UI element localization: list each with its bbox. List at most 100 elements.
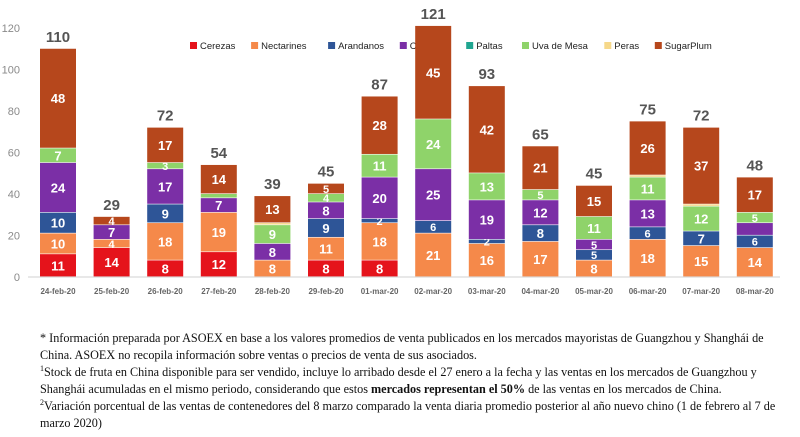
segment-value-label: 12 (212, 257, 226, 272)
segment-value-label: 21 (533, 161, 547, 176)
legend-label: Peras (614, 41, 639, 52)
bar-segment (576, 250, 612, 260)
segment-value-label: 16 (480, 253, 494, 268)
legend-swatch (522, 42, 529, 49)
segment-value-label: 24 (51, 180, 66, 195)
x-tick-label: 01-mar-20 (361, 287, 399, 296)
segment-value-label: 18 (640, 251, 654, 266)
x-tick-label: 04-mar-20 (521, 287, 559, 296)
segment-value-label: 42 (480, 122, 494, 137)
bar-segment (683, 231, 720, 246)
bar-segment (308, 237, 344, 260)
segment-value-label: 17 (158, 138, 172, 153)
segment-value-label: 5 (537, 190, 543, 202)
segment-value-label: 11 (641, 181, 655, 196)
segment-value-label: 9 (322, 221, 329, 236)
segment-value-label: 26 (640, 141, 654, 156)
segment-value-label: 18 (158, 234, 172, 249)
bar-segment (93, 225, 130, 240)
bar-segment (629, 200, 666, 227)
bar-segment (147, 162, 184, 169)
bar-segment (361, 260, 398, 277)
segment-value-label: 5 (323, 184, 329, 196)
footnote-asterisk: * Información preparada por ASOEX en bas… (40, 330, 788, 364)
bar-total-label: 93 (478, 66, 495, 83)
segment-value-label: 8 (537, 226, 544, 241)
segment-value-label: 14 (104, 255, 119, 270)
legend-swatch (399, 42, 407, 49)
stacked-bar-chart: 0 20 40 60 80 100 120 Cerezas Nectarines Arandano… (2, 6, 780, 296)
segment-value-label: 28 (372, 118, 386, 133)
footnote-2-mark: 2 (40, 397, 44, 407)
legend-label: SugarPlum (665, 41, 712, 52)
segment-value-label: 20 (372, 191, 386, 206)
segment-value-label: 13 (265, 202, 279, 217)
bar-segment (522, 189, 559, 200)
bar-segment (468, 86, 505, 173)
bar-segment (200, 194, 237, 198)
segment-value-label: 14 (212, 172, 227, 187)
segment-value-label: 45 (426, 65, 440, 80)
footnote-1-mark: 1 (40, 363, 44, 373)
bar-total-label: 65 (532, 126, 549, 143)
segment-value-label: 12 (694, 212, 708, 227)
segment-value-label: 8 (162, 261, 169, 276)
legend-label: Uva de Mesa (532, 41, 589, 52)
bar-segment (40, 48, 76, 148)
segment-value-label: 8 (322, 261, 329, 276)
x-tick-label: 02-mar-20 (414, 287, 452, 296)
bar-segment (93, 216, 130, 225)
bar-segment (308, 260, 344, 277)
bar-segment (254, 196, 291, 223)
bar-segment (629, 175, 666, 177)
bar-segment (576, 260, 612, 277)
segment-value-label: 12 (533, 205, 547, 220)
bar-segment (629, 121, 666, 175)
bar-segment (254, 225, 291, 244)
x-tick-label: 26-feb-20 (148, 287, 184, 296)
segment-value-label: 18 (372, 234, 386, 249)
y-tick-label: 120 (2, 23, 20, 35)
segment-value-label: 6 (645, 228, 651, 240)
x-tick-label: 29-feb-20 (308, 287, 344, 296)
segment-value-label: 7 (54, 148, 61, 163)
y-tick-label: 20 (8, 231, 20, 243)
legend-swatch (251, 42, 259, 49)
legend-label: Arandanos (338, 41, 384, 52)
bar-total-label: 29 (103, 197, 120, 214)
bar-total-label: 87 (371, 76, 388, 93)
bar-segment (576, 216, 612, 240)
bar-segment (147, 204, 184, 223)
segment-value-label: 7 (698, 231, 705, 246)
segment-value-label: 17 (158, 179, 172, 194)
x-tick-label: 27-feb-20 (201, 287, 237, 296)
bar-segment (361, 223, 398, 260)
legend-label: Cerezas (200, 41, 236, 52)
bar-segment (522, 241, 559, 277)
bar-segment (200, 212, 237, 252)
bar-segment (254, 243, 291, 260)
footnote-2-text: Variación porcentual de las ventas de co… (40, 399, 776, 430)
bar-segment (736, 212, 773, 223)
bar-segment (736, 177, 773, 213)
segment-value-label: 25 (426, 188, 440, 203)
bar-segment (468, 200, 505, 240)
bar-segment (629, 227, 666, 240)
footnotes: * Información preparada por ASOEX en bas… (40, 330, 788, 432)
bar-segment (361, 218, 398, 223)
bar-segment (468, 243, 505, 277)
legend-swatch (654, 42, 662, 49)
y-tick-label: 40 (8, 189, 20, 201)
footnote-1-text-end: de las ventas en los mercados de China. (525, 382, 722, 396)
segment-value-label: 8 (322, 203, 329, 218)
segment-value-label: 5 (752, 213, 758, 225)
bar-segment (308, 194, 344, 202)
bar-segment (40, 212, 76, 233)
legend-swatch (190, 42, 197, 49)
segment-value-label: 17 (748, 188, 762, 203)
segment-value-label: 14 (748, 255, 763, 270)
x-tick-label: 06-mar-20 (629, 287, 667, 296)
bar-total-label: 39 (264, 176, 281, 193)
bar-segment (308, 218, 344, 237)
bar-segment (736, 247, 773, 277)
